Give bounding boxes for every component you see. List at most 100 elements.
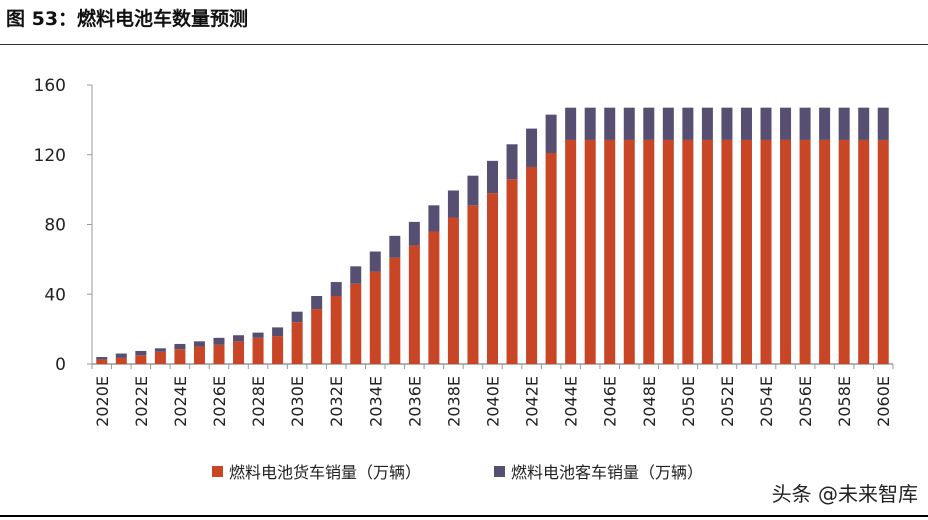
x-tick-label: 2054E [757,376,776,427]
x-tick-label: 2052E [718,376,737,427]
bar-freight-2053E [740,139,752,364]
bar-bus-2041E [506,144,518,180]
bar-freight-2050E [682,139,694,364]
x-tick-label: 2040E [484,376,503,427]
x-tick-label: 2058E [835,376,854,427]
bar-bus-2053E [740,107,752,140]
bar-freight-2032E [330,295,342,364]
bar-bus-2028E [252,332,264,338]
bar-freight-2031E [311,309,323,364]
bar-freight-2035E [389,257,401,364]
x-tick-label: 2022E [132,376,151,427]
x-tick-label: 2030E [288,376,307,427]
bar-bus-2023E [154,348,166,352]
bar-bus-2039E [467,175,479,206]
bar-bus-2057E [819,107,831,140]
bar-bus-2058E [838,107,850,140]
bar-bus-2048E [643,107,655,140]
bar-bus-2051E [701,107,713,140]
bar-freight-2036E [408,245,420,364]
x-tick-label: 2032E [327,376,346,427]
legend-item-freight: 燃料电池货车销量（万辆） [212,459,421,483]
bar-freight-2051E [701,139,713,364]
bar-freight-2049E [662,139,674,364]
bar-bus-2046E [604,107,616,140]
bar-freight-2059E [858,139,870,364]
bar-freight-2060E [877,139,889,364]
x-tick-label: 2028E [249,376,268,427]
bar-freight-2048E [643,139,655,364]
x-tick-label: 2050E [679,376,698,427]
bar-freight-2039E [467,205,479,364]
bar-freight-2040E [487,193,498,364]
bar-bus-2020E [96,357,108,360]
x-tick-label: 2048E [640,376,659,427]
bar-freight-2027E [233,341,245,364]
bar-bus-2040E [487,160,498,194]
x-tick-label: 2060E [874,376,893,427]
bar-freight-2037E [428,231,440,364]
watermark: 头条 @未来智库 [771,482,918,506]
bar-freight-2026E [213,344,225,364]
bar-bus-2056E [799,107,811,140]
bar-freight-2024E [174,349,186,364]
legend-label-freight: 燃料电池货车销量（万辆） [229,463,422,482]
bar-freight-2057E [819,139,831,364]
bar-bus-2021E [115,353,127,358]
bar-bus-2032E [330,282,342,296]
bar-bus-2045E [584,107,596,140]
title-divider [0,44,928,45]
bar-freight-2055E [780,139,792,364]
legend-item-bus: 燃料电池客车销量（万辆） [494,459,703,483]
legend-swatch-bus [494,465,505,477]
bar-bus-2055E [780,107,792,140]
bar-bus-2054E [760,107,772,140]
x-tick-label: 2046E [601,376,620,427]
bar-freight-2023E [154,351,166,364]
bar-freight-2029E [272,336,284,364]
bar-freight-2041E [506,179,518,364]
bottom-divider [0,515,928,517]
bar-bus-2043E [545,114,557,154]
bar-freight-2052E [721,139,733,364]
bar-bus-2042E [526,128,538,167]
bar-freight-2022E [135,355,147,364]
bar-freight-2044E [565,139,577,364]
bar-bus-2031E [311,295,323,310]
bar-bus-2044E [565,107,577,140]
bar-freight-2020E [96,359,108,364]
bar-bus-2037E [428,205,440,232]
bar-freight-2028E [252,337,264,364]
bar-bus-2036E [408,221,420,246]
bar-freight-2043E [545,153,557,364]
x-tick-label: 2038E [444,376,463,427]
x-tick-label: 2044E [562,376,581,427]
bar-freight-2045E [584,139,596,364]
bar-freight-2033E [350,283,362,364]
legend-swatch-freight [212,465,223,477]
bar-bus-2050E [682,107,694,140]
bar-bus-2024E [174,343,186,350]
bar-bus-2052E [721,107,733,140]
bar-bus-2026E [213,337,225,345]
bar-freight-2025E [193,346,205,364]
bar-freight-2034E [369,271,381,364]
bar-freight-2038E [447,217,459,364]
bar-bus-2030E [291,311,303,323]
x-tick-label: 2036E [405,376,424,427]
x-tick-label: 2026E [210,376,229,427]
bar-freight-2042E [526,166,538,364]
bar-bus-2049E [662,107,674,140]
x-tick-label: 2042E [523,376,542,427]
bar-freight-2047E [623,139,635,364]
bar-bus-2038E [447,190,459,218]
x-tick-label: 2034E [366,376,385,427]
bar-freight-2058E [838,139,850,364]
x-tick-label: 2056E [796,376,815,427]
y-tick-label: 160 [34,76,66,96]
bar-bus-2029E [272,327,284,337]
bar-freight-2021E [115,357,127,364]
bar-bus-2047E [623,107,635,140]
x-tick-label: 2020E [93,376,112,427]
